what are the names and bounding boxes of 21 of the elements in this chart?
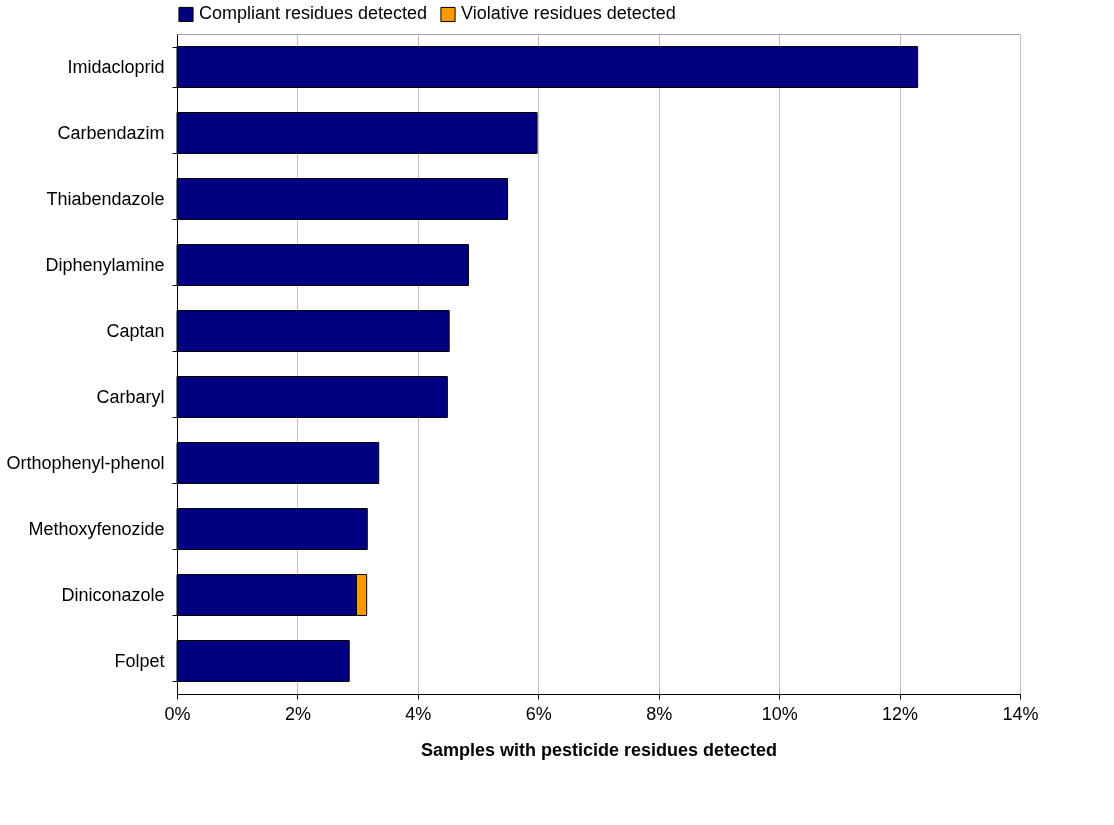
y-tick-label: Captan	[106, 320, 165, 341]
x-tick-label: 6%	[525, 703, 552, 724]
x-tick-label: 0%	[164, 703, 191, 724]
y-tick-label: Methoxyfenozide	[28, 518, 165, 539]
y-tick-label: Diphenylamine	[45, 254, 165, 275]
x-tick-label: 4%	[405, 703, 432, 724]
y-tick-label: Carbendazim	[57, 122, 165, 143]
x-tick-label: 8%	[646, 703, 673, 724]
x-tick-label: 2%	[284, 703, 311, 724]
x-tick-label: 10%	[761, 703, 798, 724]
x-axis-title: Samples with pesticide residues detected	[420, 739, 778, 760]
legend-label: Violative residues detected	[461, 3, 676, 24]
y-tick-label: Diniconazole	[61, 584, 165, 605]
y-tick-label: Orthophenyl-phenol	[6, 452, 165, 473]
y-tick-label: Folpet	[114, 650, 165, 671]
y-tick-label: Imidacloprid	[67, 56, 165, 77]
legend-label: Compliant residues detected	[199, 3, 428, 24]
y-tick-label: Thiabendazole	[46, 188, 165, 209]
x-tick-label: 14%	[1002, 703, 1039, 724]
x-tick-label: 12%	[882, 703, 919, 724]
y-tick-label: Carbaryl	[96, 386, 165, 407]
